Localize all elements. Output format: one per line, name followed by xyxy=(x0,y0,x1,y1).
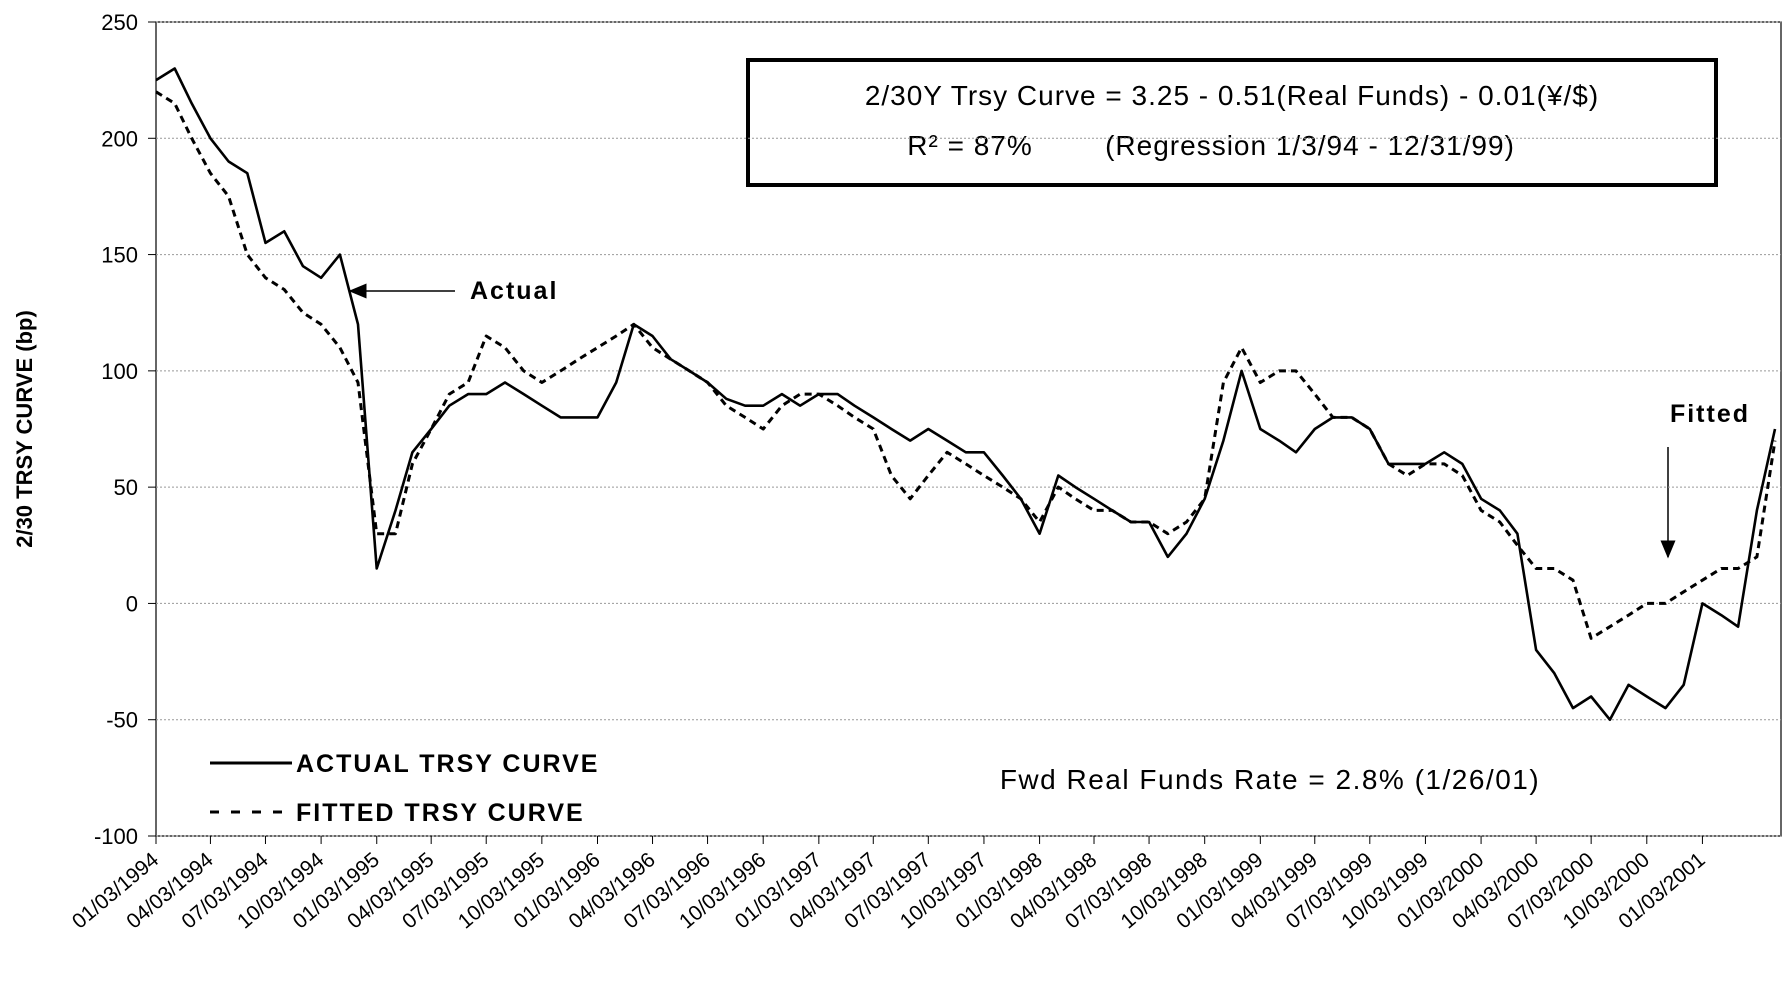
actual-annotation: Actual xyxy=(470,277,558,305)
y-tick-label: 200 xyxy=(101,126,138,151)
note: Fwd Real Funds Rate = 2.8% (1/26/01) xyxy=(1000,764,1540,795)
y-tick-label: 100 xyxy=(101,359,138,384)
equation: 2/30Y Trsy Curve = 3.25 - 0.51(Real Fund… xyxy=(865,80,1599,111)
legend-label: FITTED TRSY CURVE xyxy=(296,799,585,827)
y-tick-label: 50 xyxy=(114,475,138,500)
y-tick-label: 0 xyxy=(126,591,138,616)
fitted-annotation: Fitted xyxy=(1670,400,1750,428)
equation-box xyxy=(746,58,1718,187)
y-tick-label: 250 xyxy=(101,10,138,35)
y-axis-label: 2/30 TRSY CURVE (bp) xyxy=(12,310,37,548)
r-squared: R² = 87% xyxy=(907,130,1033,161)
legend-label: ACTUAL TRSY CURVE xyxy=(296,750,599,778)
regression-note: (Regression 1/3/94 - 12/31/99) xyxy=(1105,130,1515,161)
y-tick-label: 150 xyxy=(101,243,138,268)
y-tick-label: -50 xyxy=(106,708,138,733)
series-line xyxy=(155,90,1777,640)
y-tick-label: -100 xyxy=(94,824,138,849)
series-line xyxy=(155,67,1777,721)
